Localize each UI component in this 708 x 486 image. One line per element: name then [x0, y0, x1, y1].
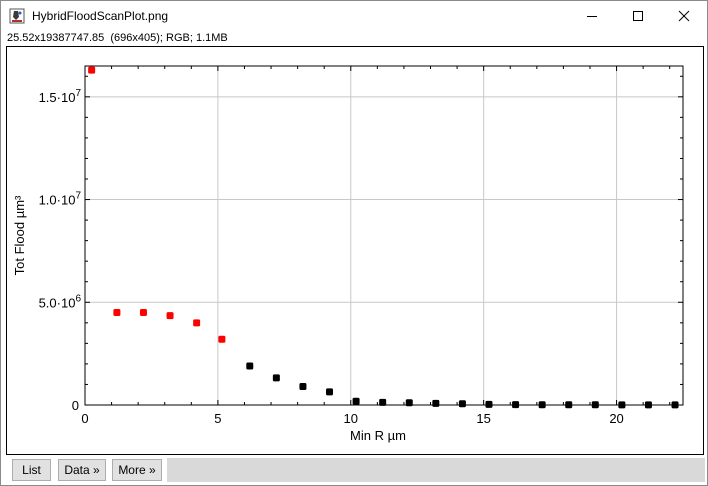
black-data-point — [299, 383, 307, 391]
plot-canvas[interactable]: 0 5 10 15 20 0 5.0·106 1.0·107 1.5·107 Min R µm To… — [6, 46, 704, 455]
maximize-icon — [633, 11, 643, 21]
black-data-point — [352, 397, 360, 405]
toolbar-spacer — [167, 458, 705, 482]
y-tick-label: 1.0·107 — [39, 191, 82, 208]
imagej-microscope-icon — [9, 8, 25, 24]
x-tick-label: 20 — [609, 411, 623, 426]
plot-toolbar: List Data » More » — [1, 456, 707, 485]
minimize-button[interactable] — [569, 1, 615, 31]
black-data-point — [618, 401, 626, 409]
close-icon — [678, 10, 690, 22]
title-bar[interactable]: HybridFloodScanPlot.png — [1, 1, 707, 31]
red-data-point — [218, 335, 226, 343]
x-axis-label: Min R µm — [350, 428, 406, 443]
x-tick-label: 5 — [214, 411, 221, 426]
red-data-point — [88, 66, 96, 74]
black-data-point — [432, 399, 440, 407]
black-data-point — [405, 399, 413, 407]
red-data-point — [113, 309, 121, 317]
window-title: HybridFloodScanPlot.png — [32, 9, 169, 23]
black-data-point — [591, 401, 599, 409]
black-data-point — [644, 401, 652, 409]
close-button[interactable] — [661, 1, 707, 31]
y-axis-label: Tot Flood µm³ — [12, 195, 27, 275]
black-data-point — [485, 400, 493, 408]
black-data-point — [538, 401, 546, 409]
maximize-button[interactable] — [615, 1, 661, 31]
red-data-point — [166, 312, 174, 320]
red-data-point — [139, 309, 147, 317]
plot-frame — [84, 65, 684, 406]
y-tick-label: 1.5·107 — [39, 88, 82, 105]
y-tick-label: 5.0·106 — [39, 293, 82, 310]
list-button[interactable]: List — [12, 459, 51, 481]
black-data-point — [379, 398, 387, 406]
black-data-point — [458, 400, 466, 408]
black-data-point — [512, 401, 520, 409]
red-data-point — [193, 319, 201, 327]
black-data-point — [565, 401, 573, 409]
image-info: 25.52x19387747.85 (696x405); RGB; 1.1MB — [7, 32, 228, 44]
y-tick-label: 0 — [72, 398, 79, 413]
x-tick-label: 15 — [476, 411, 490, 426]
minimize-icon — [587, 16, 597, 17]
x-tick-label: 10 — [344, 411, 358, 426]
black-data-point — [326, 388, 334, 396]
black-data-point — [272, 374, 280, 382]
scatter-plot: 0 5 10 15 20 0 5.0·106 1.0·107 1.5·107 Min R µm To… — [12, 65, 684, 443]
x-tick-label: 0 — [81, 411, 88, 426]
more-button[interactable]: More » — [112, 459, 162, 481]
data-button[interactable]: Data » — [58, 459, 106, 481]
black-data-point — [246, 362, 254, 370]
black-data-point — [671, 401, 679, 409]
